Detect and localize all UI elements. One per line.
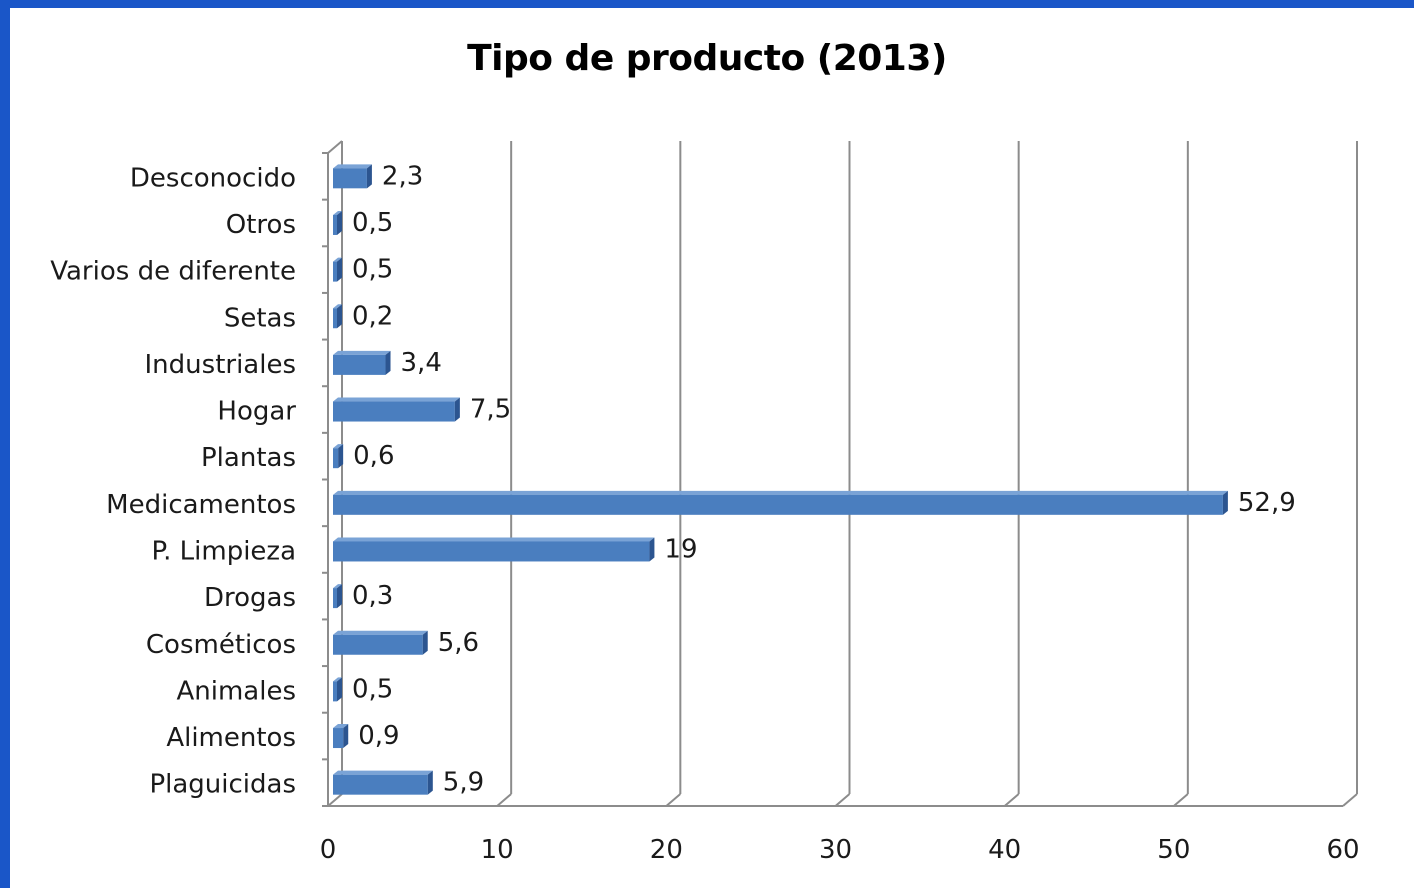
x-tick-label: 50 [1157,835,1190,865]
floor-tick [834,793,851,807]
floor-tick [665,793,681,807]
data-label: 0,3 [352,581,393,611]
floor-tick [496,793,512,807]
bar-side-face [649,537,655,562]
x-tick-label: 0 [320,835,337,865]
category-label: Animales [176,676,296,706]
bar-side-face [337,257,342,282]
category-label: Plaguicidas [149,770,296,800]
category-label: Hogar [217,397,296,427]
category-label: Alimentos [166,723,296,753]
bar-side-face [337,584,342,609]
bar-side-face [337,210,342,235]
bar-top-face [333,724,349,729]
x-tick-label: 10 [481,835,514,865]
bar [333,634,423,655]
bar-top-face [333,210,342,215]
data-label: 2,3 [382,161,423,191]
floor-tick [1004,793,1020,807]
bar-top-face [333,304,342,309]
data-label: 0,2 [352,301,393,331]
bar-side-face [1222,490,1228,515]
category-label: Cosméticos [146,630,296,660]
bar [333,168,367,189]
x-tick-label: 30 [819,835,852,865]
bar-top-face [333,444,344,449]
bar-top-face [333,397,460,402]
data-label: 0,5 [352,255,393,285]
bar-top-face [333,257,342,262]
bar-side-face [338,444,344,469]
category-label: Industriales [145,350,296,380]
category-label: P. Limpieza [152,536,297,566]
bar-top-face [333,770,433,775]
floor-tick [1342,793,1358,807]
category-label: Desconocido [130,163,296,193]
bar [333,448,339,469]
bar-top-face [333,350,391,355]
x-tick-label: 60 [1326,835,1359,865]
data-label: 7,5 [470,395,511,425]
floor-tick [327,793,343,807]
bar [333,214,337,235]
bar-side-face [427,770,433,795]
bar [333,728,344,749]
bar-side-face [454,397,460,422]
bar-top-face [333,537,655,542]
data-label: 3,4 [401,348,442,378]
x-tick-label: 20 [650,835,683,865]
bar [333,354,386,375]
data-label: 5,6 [438,628,479,658]
bar [333,261,337,282]
data-label: 0,6 [353,441,394,471]
category-label: Setas [224,303,296,333]
bar [333,541,650,562]
bar-side-face [366,164,372,189]
bar-top-face [333,164,372,169]
x-tick-label: 40 [988,835,1021,865]
bar-top-face [333,630,428,635]
data-label: 0,9 [358,721,399,751]
floor-tick [1173,793,1189,807]
data-label: 52,9 [1238,488,1296,518]
y-axis-top-edge [327,140,343,154]
bar [333,308,337,329]
bar [333,588,337,609]
category-label: Plantas [201,443,296,473]
category-label: Otros [226,210,296,240]
category-label: Medicamentos [106,490,296,520]
bar-top-face [333,490,1228,495]
data-label: 0,5 [352,208,393,238]
bar [333,774,428,795]
data-label: 19 [664,534,697,564]
data-label: 0,5 [352,674,393,704]
bar-top-face [333,584,342,589]
bar-side-face [385,350,391,375]
bar-side-face [343,724,349,749]
bar-side-face [337,677,342,702]
bar-side-face [337,304,342,329]
category-label: Varios de diferente [50,257,296,287]
bar-side-face [422,630,428,655]
data-label: 5,9 [443,768,484,798]
chart-title: Tipo de producto (2013) [467,38,947,79]
bar [333,494,1223,515]
bar-top-face [333,677,342,682]
bar [333,401,455,422]
bar [333,681,337,702]
category-label: Drogas [204,583,296,613]
